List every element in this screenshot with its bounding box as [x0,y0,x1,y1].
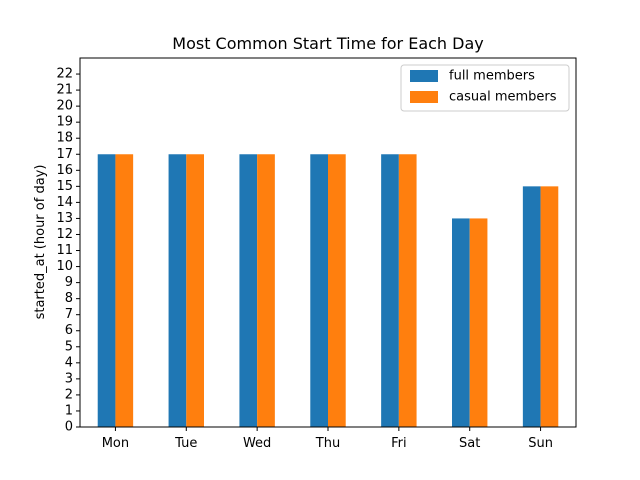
bar-sun-series-1 [522,186,541,427]
y-tick-label: 2 [65,387,73,402]
y-tick-label: 18 [56,131,73,146]
bar-mon-series-2 [115,154,134,427]
y-tick-label: 8 [65,291,73,306]
bar-sun-series-2 [540,186,559,427]
y-tick-label: 11 [56,243,73,258]
bar-thu-series-2 [328,154,346,427]
bar-wed-series-2 [257,154,275,427]
legend: full members casual members [400,64,570,112]
bar-tue-series-2 [186,154,204,427]
y-tick-label: 21 [56,83,73,98]
x-tick-label: Sat [459,436,480,451]
legend-swatch-series-2 [410,91,438,103]
bar-tue-series-1 [168,154,187,427]
y-tick-label: 9 [65,275,73,290]
y-tick-label: 20 [56,99,73,114]
y-tick-label: 15 [56,179,73,194]
y-tick-label: 13 [56,211,73,226]
y-tick-label: 0 [65,420,73,435]
y-tick-label: 1 [65,403,73,418]
y-axis-label: started_at (hour of day) [33,165,48,320]
x-tick-label: Tue [174,436,197,451]
legend-swatch-series-1 [410,70,438,82]
legend-box [400,64,570,112]
y-tick-label: 10 [56,259,73,274]
bar-fri-series-2 [398,154,417,427]
y-tick-label: 16 [56,163,73,178]
x-tick-label: Wed [243,436,271,451]
y-tick-label: 3 [65,371,73,386]
x-tick-label: Thu [315,436,340,451]
y-tick-label: 6 [65,323,73,338]
bars-group [97,154,559,427]
x-tick-label: Sun [528,436,553,451]
x-tick-label: Fri [391,436,407,451]
y-tick-label: 17 [56,147,73,162]
y-tick-label: 14 [56,195,73,210]
legend-label-series-2: casual members [449,90,557,105]
bar-wed-series-1 [239,154,258,427]
y-tick-label: 7 [65,307,73,322]
y-tick-label: 5 [65,339,73,354]
y-tick-label: 22 [56,67,73,82]
y-tick-label: 12 [56,227,73,242]
legend-label-series-1: full members [449,69,535,84]
chart-title: Most Common Start Time for Each Day [172,34,483,53]
bar-sat-series-1 [452,218,470,427]
y-tick-label: 4 [65,355,73,370]
bar-sat-series-2 [469,218,488,427]
plot-frame [79,57,577,428]
x-axis-ticks: Mon Tue Wed Thu Fri Sat Sun [102,427,553,451]
x-tick-label: Mon [102,436,129,451]
bar-thu-series-1 [310,154,328,427]
y-tick-label: 19 [56,115,73,130]
bar-mon-series-1 [97,154,116,427]
bar-fri-series-1 [381,154,399,427]
